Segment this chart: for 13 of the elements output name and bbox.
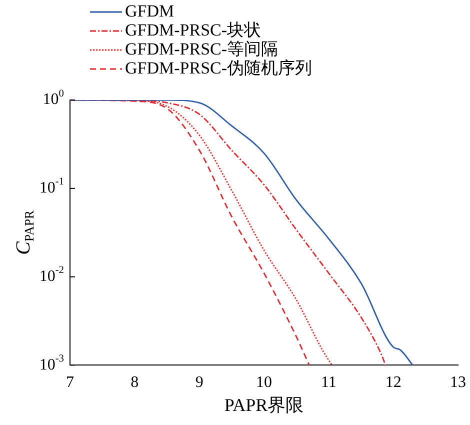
x-tick-label: 11 bbox=[320, 374, 336, 392]
legend-label: GFDM-PRSC-块状 bbox=[125, 20, 262, 40]
legend-label: GFDM bbox=[125, 1, 174, 20]
x-axis-title: PAPR界限 bbox=[224, 394, 304, 415]
x-tick-label: 8 bbox=[130, 374, 139, 392]
x-tick-label: 7 bbox=[66, 374, 74, 392]
x-tick-label: 13 bbox=[450, 374, 466, 392]
x-tick-label: 9 bbox=[195, 374, 204, 392]
legend-label: GFDM-PRSC-等间隔 bbox=[125, 39, 278, 58]
legend-label: GFDM-PRSC-伪随机序列 bbox=[125, 58, 312, 78]
x-tick-label: 10 bbox=[256, 374, 272, 392]
x-tick-label: 12 bbox=[385, 374, 402, 392]
y-axis-title: CPAPR bbox=[12, 210, 36, 255]
